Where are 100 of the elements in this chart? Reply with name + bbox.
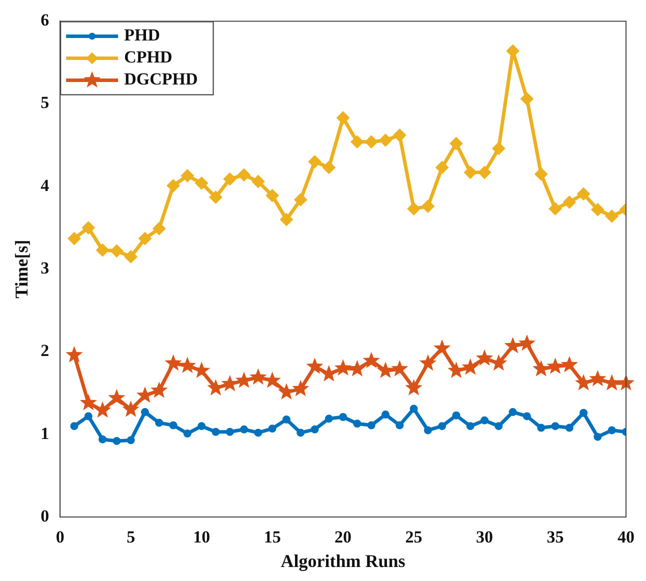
point <box>608 426 616 434</box>
y-tick-label: 6 <box>40 10 50 30</box>
point <box>80 394 97 410</box>
point <box>70 422 78 430</box>
point <box>492 142 506 155</box>
point <box>391 360 408 376</box>
legend-label: CPHD <box>124 48 172 67</box>
x-tick-label: 10 <box>193 528 210 547</box>
point <box>508 408 517 416</box>
point <box>504 336 522 354</box>
point <box>122 400 140 417</box>
point <box>476 349 494 366</box>
point <box>152 222 166 236</box>
point <box>296 428 305 437</box>
point <box>266 189 279 202</box>
y-tick-label: 3 <box>40 258 50 278</box>
point <box>334 359 352 376</box>
point <box>226 428 234 436</box>
y-tick-label: 0 <box>40 506 50 526</box>
point <box>396 421 404 430</box>
point <box>254 428 262 437</box>
point <box>518 334 536 351</box>
y-tick-label: 2 <box>40 341 50 360</box>
point <box>98 435 107 444</box>
x-tick-label: 5 <box>126 528 136 547</box>
point <box>480 416 489 424</box>
x-tick-label: 40 <box>618 528 634 547</box>
point <box>381 410 390 419</box>
point <box>339 413 348 422</box>
point <box>438 422 446 430</box>
point <box>124 250 138 264</box>
point <box>180 169 194 182</box>
point <box>532 360 550 376</box>
point <box>452 411 460 420</box>
point <box>410 404 418 413</box>
point <box>565 424 574 432</box>
point <box>169 421 178 430</box>
point <box>506 44 520 58</box>
point <box>589 370 606 386</box>
point <box>407 202 420 216</box>
point <box>364 135 378 148</box>
point <box>280 213 293 226</box>
x-tick-label: 15 <box>264 528 281 547</box>
legend-label: DGCPHD <box>124 70 198 89</box>
point <box>434 339 451 356</box>
point <box>520 92 534 106</box>
point <box>292 380 310 396</box>
point <box>310 425 319 434</box>
point <box>306 358 324 374</box>
point <box>126 436 135 444</box>
point <box>324 414 333 423</box>
point <box>322 160 336 174</box>
point <box>212 428 220 436</box>
point <box>421 200 434 213</box>
point <box>419 354 436 371</box>
x-tick-label: 0 <box>56 528 64 547</box>
point <box>155 418 164 427</box>
point <box>84 412 92 420</box>
point <box>562 196 576 209</box>
point <box>209 190 222 204</box>
point <box>560 356 578 372</box>
point <box>424 426 432 434</box>
point <box>282 415 290 424</box>
point <box>94 401 112 418</box>
point <box>166 179 180 192</box>
point <box>393 128 406 142</box>
point <box>466 422 474 430</box>
point <box>350 135 364 148</box>
point <box>268 424 276 433</box>
point <box>537 424 546 432</box>
point <box>140 408 149 416</box>
point <box>534 168 548 181</box>
point <box>223 172 236 186</box>
point <box>138 232 152 246</box>
point <box>436 160 449 174</box>
point <box>348 360 366 376</box>
point <box>551 422 560 430</box>
point <box>110 244 124 258</box>
point <box>450 137 463 150</box>
point <box>66 346 83 362</box>
point <box>577 187 590 200</box>
point <box>198 422 206 430</box>
point <box>594 432 602 441</box>
point <box>367 421 376 430</box>
x-axis-title: Algorithm Runs <box>280 550 406 571</box>
y-tick-label: 5 <box>40 93 50 112</box>
point <box>376 362 394 378</box>
x-tick-label: 20 <box>334 528 352 547</box>
point <box>336 111 350 124</box>
y-tick-label: 1 <box>40 424 50 443</box>
point <box>320 365 338 382</box>
point <box>252 175 265 188</box>
point <box>478 166 492 179</box>
x-tick-label: 35 <box>546 528 564 547</box>
point <box>405 379 422 396</box>
x-tick-label: 30 <box>476 528 494 547</box>
point <box>605 210 618 223</box>
point <box>108 389 126 406</box>
x-tick-label: 25 <box>405 528 422 547</box>
point <box>462 358 479 375</box>
